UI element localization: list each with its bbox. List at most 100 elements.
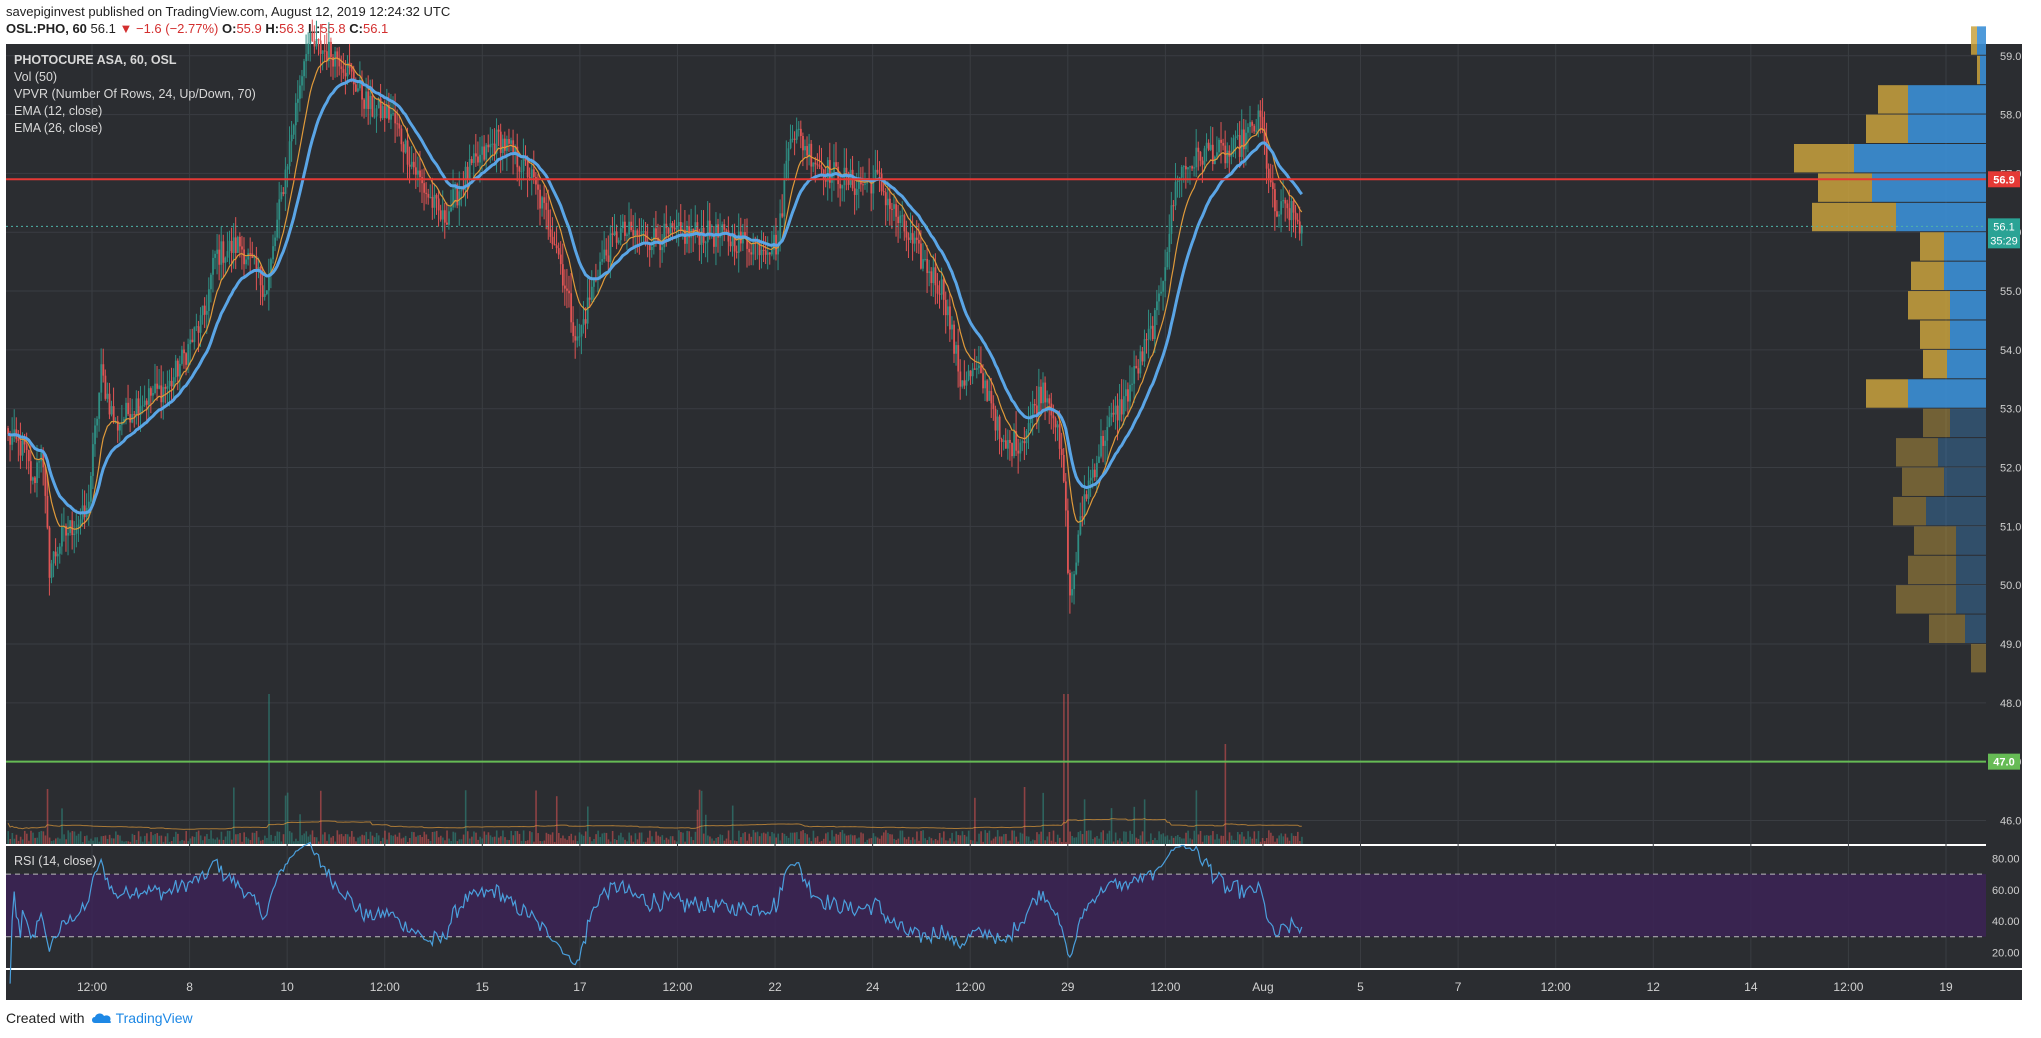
volume-bar [315,837,318,844]
volume-bar [930,838,933,844]
candle-body [812,162,815,167]
candle-body [795,129,798,140]
candle-body [67,532,70,536]
published-text: published on TradingView.com, August 12,… [88,4,451,19]
time-tick-label: 10 [280,980,294,994]
candle-body [290,134,293,142]
candle-body [274,237,277,247]
volume-bar [1007,840,1009,844]
volume-bar [911,837,914,844]
volume-bar [562,835,564,844]
volume-bar [55,838,57,844]
price-tick-label: 48.0 [2000,698,2021,710]
vpvr-row-down [1893,496,1926,526]
volume-bar [402,837,405,844]
volume-bar [504,837,506,844]
tradingview-logo[interactable]: TradingView [91,1010,193,1026]
volume-bar [1137,838,1140,844]
volume-bar [497,837,500,844]
candle-body [808,143,811,156]
price-tick-label: 52.0 [2000,463,2021,475]
volume-bar [785,835,788,844]
volume-bar [135,839,138,844]
volume-bar [1098,838,1100,844]
candle-body [1284,200,1287,204]
volume-bar [605,832,608,844]
vpvr-row-up [1956,526,1986,555]
volume-bar [1075,837,1078,844]
volume-bar [1282,836,1285,844]
volume-bar [725,838,728,844]
candle-body [1205,142,1208,149]
price-tick-label: 59.0 [2000,51,2021,63]
legend-ema12[interactable]: EMA (12, close) [14,104,102,118]
candle-body [582,319,585,326]
volume-bar [742,833,744,844]
volume-bar [21,839,24,844]
candle-body [1220,139,1223,143]
volume-bar [678,830,680,844]
candle-body [433,194,436,208]
rsi-label[interactable]: RSI (14, close) [14,854,97,868]
candle-body [363,99,366,109]
candle-body [278,199,281,220]
volume-bar [363,835,366,844]
candle-body [487,144,490,148]
candle-body [791,138,794,140]
candle-body [677,222,680,227]
candle-body [98,392,101,419]
volume-bar [7,831,9,844]
candle-body [700,227,703,245]
volume-bar [328,834,330,844]
candle-body [313,40,316,47]
candle-body [489,144,492,148]
candle-body [1054,418,1057,428]
candle-body [342,69,345,73]
volume-bar [754,832,757,844]
volume-bar [166,833,169,844]
time-axis-background [6,970,2022,1000]
time-tick-label: 12 [1647,980,1661,994]
vpvr-row-down [1971,26,1977,55]
candle-body [1170,205,1173,234]
candle-body [539,189,541,209]
price-change: −1.6 (−2.77%) [135,21,219,36]
legend-ema26[interactable]: EMA (26, close) [14,121,102,135]
candle-body [214,253,216,258]
candle-body [270,259,272,274]
candle-body [669,223,672,234]
candle-body [1009,439,1011,444]
legend-vpvr[interactable]: VPVR (Number Of Rows, 24, Up/Down, 70) [14,87,256,101]
candle-body [1141,351,1144,362]
candle-body [891,208,893,210]
candle-body [249,252,252,254]
candle-body [520,171,523,173]
volume-bar [529,831,531,844]
volume-bar [570,833,573,844]
candle-body [988,390,991,401]
volume-bar [1123,831,1125,844]
volume-bar [450,841,452,844]
volume-bar [938,832,941,844]
volume-bar [164,836,167,844]
candle-body [472,153,475,163]
legend-vol[interactable]: Vol (50) [14,70,57,84]
volume-bar [1241,831,1243,844]
volume-bar [303,833,306,844]
volume-bar [351,831,353,844]
vpvr-row-down [1866,379,1908,408]
candle-body [632,229,635,236]
price-chart[interactable]: 59.058.057.056.055.054.053.052.051.050.0… [0,0,2041,1000]
publisher-link[interactable]: savepiginvest [6,4,85,19]
volume-bar [802,830,804,844]
volume-bar [771,832,773,844]
vpvr-row-down [1812,202,1896,232]
volume-bar [442,837,444,844]
candle-body [986,380,989,401]
vpvr-row-up [1854,144,1986,173]
candle-body [1027,423,1030,431]
candle-body [588,297,591,300]
candle-body [731,233,734,247]
volume-bar [1056,834,1059,844]
volume-bar [204,836,206,844]
